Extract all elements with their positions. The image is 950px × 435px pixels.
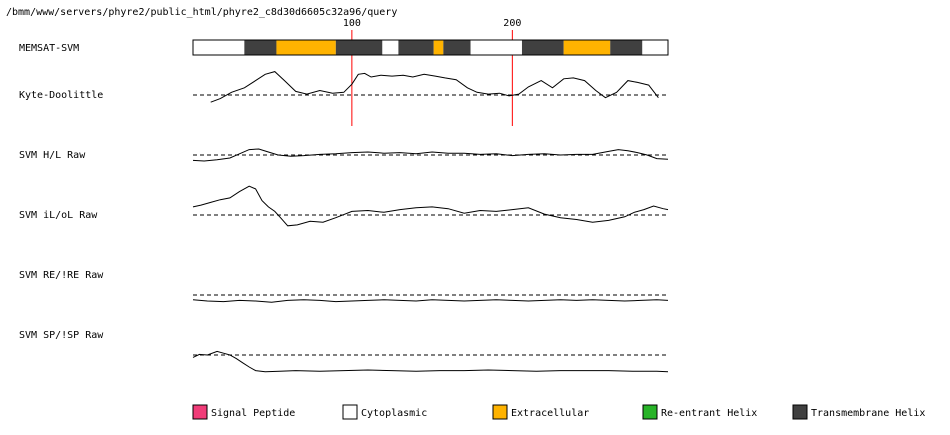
position-marker-label: 100 (343, 18, 361, 29)
series-tracks: Kyte-Doolittle SVM H/L Raw SVM iL/oL Raw SV… (19, 71, 669, 373)
series-label: Kyte-Doolittle (19, 90, 103, 101)
series-line (192, 148, 669, 162)
memsat-frame (192, 39, 669, 56)
memsat-segment-transmembrane (244, 40, 277, 55)
memsat-segment-transmembrane (443, 40, 471, 55)
memsat-segment-cytoplasmic (193, 40, 245, 55)
legend-swatch (342, 404, 358, 420)
series-track: SVM H/L Raw (19, 148, 669, 162)
memsat-segment-transmembrane (335, 40, 383, 55)
memsat-segment-transmembrane (610, 40, 643, 55)
position-marker-label: 200 (503, 18, 521, 29)
memsat-segment-extracellular (276, 40, 336, 55)
series-label: SVM SP/!SP Raw (19, 330, 104, 341)
series-line (192, 299, 669, 303)
legend-label: Signal Peptide (211, 408, 295, 419)
memsat-segment-extracellular (433, 40, 444, 55)
series-track: SVM iL/oL Raw (19, 185, 669, 227)
legend-label: Extracellular (511, 408, 589, 419)
legend-label: Re-entrant Helix (661, 408, 757, 419)
memsat-segment-transmembrane (521, 40, 564, 55)
position-markers: 100 200 (343, 18, 521, 126)
legend-swatch (192, 404, 208, 420)
query-path-label: /bmm/www/servers/phyre2/public_html/phyr… (6, 7, 397, 18)
legend-label: Transmembrane Helix (811, 408, 925, 419)
track-label-memsat: MEMSAT-SVM (19, 43, 79, 54)
series-line (192, 185, 669, 227)
memsat-segment-cytoplasmic (642, 40, 668, 55)
memsat-segment-cytoplasmic (382, 40, 399, 55)
legend-swatch (792, 404, 808, 420)
series-track: SVM RE/!RE Raw (19, 270, 669, 303)
legend-swatch (492, 404, 508, 420)
legend-swatch (642, 404, 658, 420)
series-label: SVM RE/!RE Raw (19, 270, 104, 281)
memsat-segment-transmembrane (398, 40, 434, 55)
memsat-segments (192, 39, 669, 56)
series-label: SVM iL/oL Raw (19, 210, 98, 221)
legend: Signal Peptide Cytoplasmic Extracellular Re… (192, 404, 925, 420)
memsat-segment-extracellular (563, 40, 611, 55)
legend-label: Cytoplasmic (361, 408, 427, 419)
memsat-track: MEMSAT-SVM (19, 39, 669, 56)
series-line (210, 71, 659, 103)
series-track: SVM SP/!SP Raw (19, 330, 669, 373)
memsat-segment-cytoplasmic (470, 40, 522, 55)
series-label: SVM H/L Raw (19, 150, 86, 161)
series-line (192, 350, 669, 373)
series-track: Kyte-Doolittle (19, 71, 668, 103)
